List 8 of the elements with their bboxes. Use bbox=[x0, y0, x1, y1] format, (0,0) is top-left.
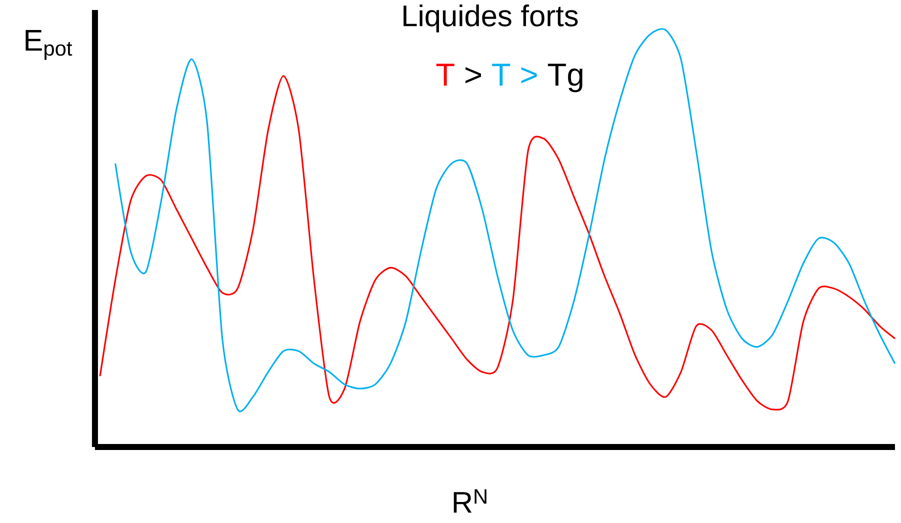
text: T bbox=[492, 64, 510, 86]
annotation: > bbox=[466, 67, 481, 84]
y-axis-title: E$_{pot}$ bbox=[26, 30, 72, 60]
x-axis-title: R$^{N}$ bbox=[454, 489, 486, 513]
annotation: Tg bbox=[548, 64, 582, 92]
text: T bbox=[436, 64, 454, 86]
chart-title: Liquides forts bbox=[404, 4, 578, 32]
annotation: > bbox=[521, 67, 537, 84]
